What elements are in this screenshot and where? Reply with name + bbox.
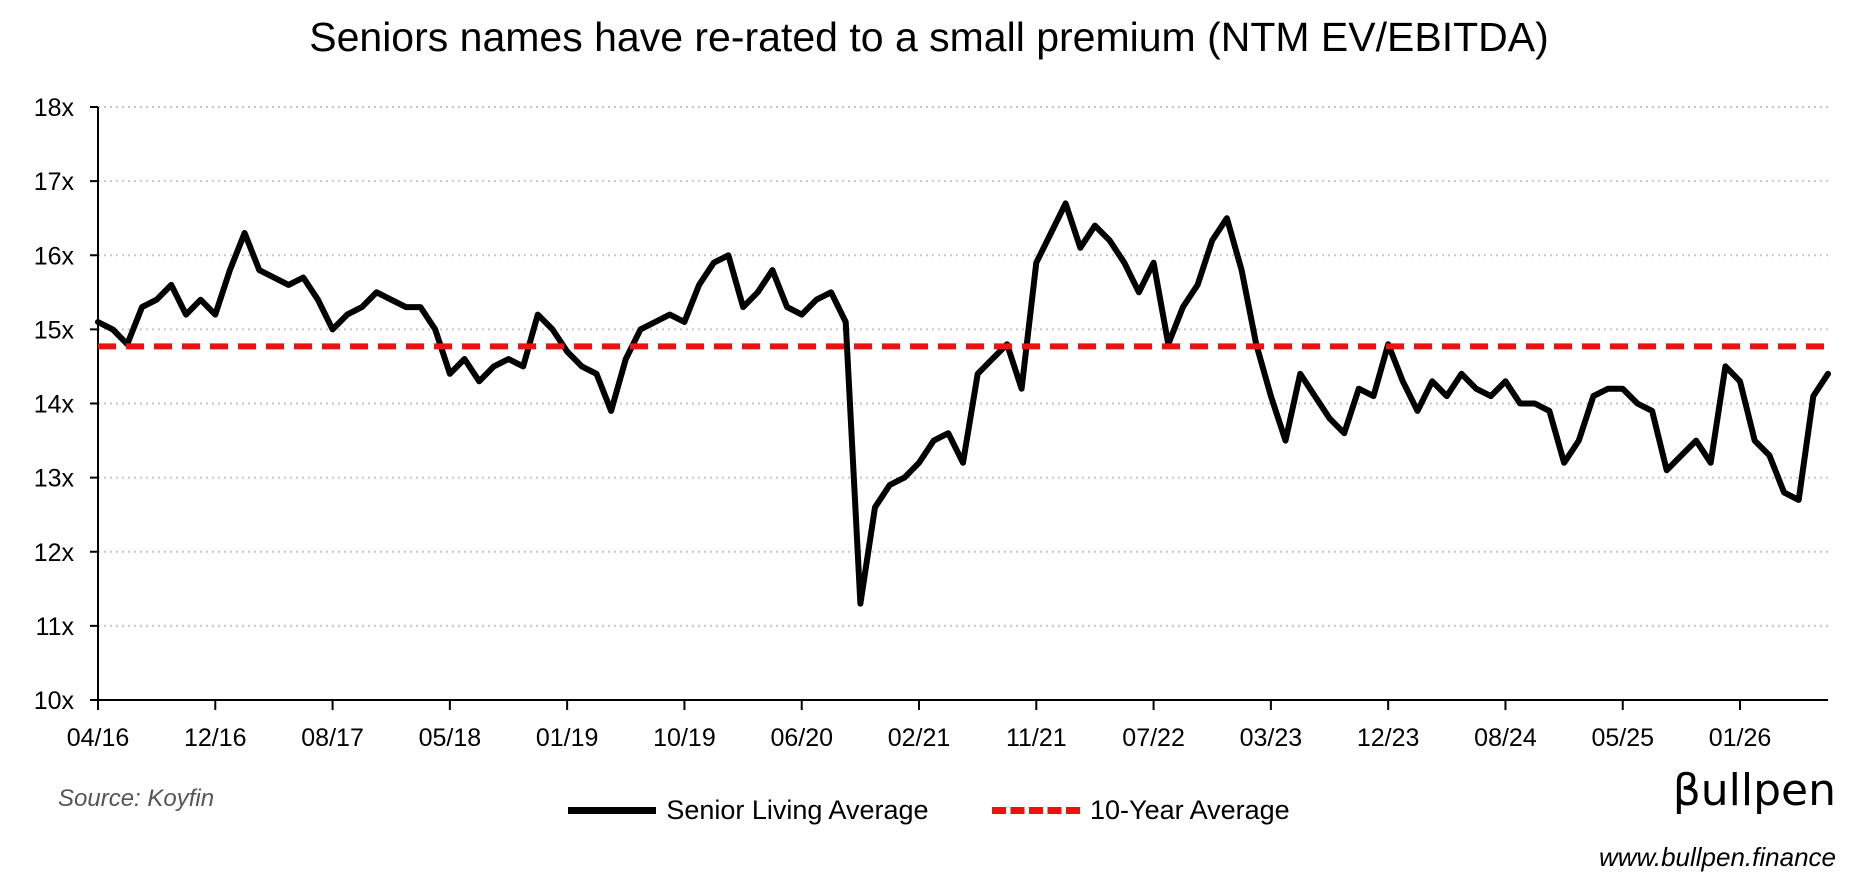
y-tick-label: 15x [34, 316, 75, 344]
x-tick-label: 11/21 [1006, 724, 1067, 752]
x-tick-label: 08/17 [301, 724, 364, 752]
tick-labels: 10x 11x 12x 13x 14x 15x 16x 17x 18x 04/16 12/16 08/… [34, 94, 1772, 752]
legend-label-senior-living: Senior Living Average [666, 795, 929, 825]
x-tick-label: 12/23 [1357, 724, 1420, 752]
legend-swatch-dashed [992, 807, 1081, 814]
y-tick-label: 16x [34, 242, 75, 270]
legend-swatch-solid [568, 807, 657, 814]
source-note: Source: Koyfin [58, 785, 215, 812]
brand-logo: βullpen [1672, 765, 1836, 816]
x-tick-label: 06/20 [770, 724, 833, 752]
brand-url: www.bullpen.finance [1598, 842, 1836, 872]
axes [90, 106, 1828, 710]
y-tick-label: 11x [36, 613, 75, 641]
y-tick-label: 18x [34, 94, 75, 122]
x-tick-label: 08/24 [1474, 724, 1537, 752]
y-tick-label: 10x [34, 687, 75, 715]
series-line-senior-living [95, 200, 1831, 607]
series [95, 200, 1831, 607]
x-tick-label: 12/16 [184, 724, 247, 752]
x-tick-label: 07/22 [1122, 724, 1185, 752]
legend-item-senior-living: Senior Living Average [568, 795, 929, 826]
legend-item-10yr-avg: 10-Year Average [992, 795, 1290, 826]
x-tick-label: 03/23 [1240, 724, 1303, 752]
x-tick-label: 05/25 [1591, 724, 1654, 752]
y-tick-label: 17x [34, 168, 75, 196]
y-tick-label: 12x [34, 539, 75, 567]
x-tick-label: 10/19 [653, 724, 716, 752]
x-tick-label: 05/18 [419, 724, 482, 752]
x-tick-label: 01/19 [536, 724, 599, 752]
x-tick-label: 02/21 [888, 724, 951, 752]
chart-title: Seniors names have re-rated to a small p… [309, 14, 1549, 60]
x-tick-label: 04/16 [67, 724, 130, 752]
y-tick-label: 14x [34, 391, 75, 419]
x-tick-label: 01/26 [1709, 724, 1772, 752]
gridlines [98, 106, 1828, 627]
legend: Senior Living Average 10-Year Average [0, 790, 1858, 826]
y-tick-label: 13x [34, 465, 75, 493]
legend-label-10yr-avg: 10-Year Average [1090, 795, 1290, 825]
